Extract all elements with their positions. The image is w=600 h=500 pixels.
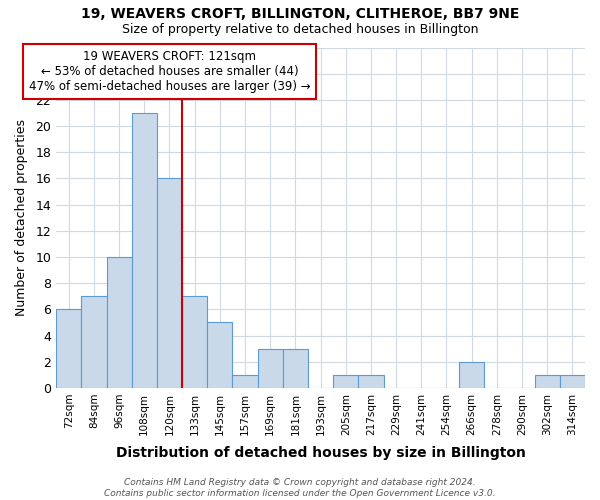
Bar xyxy=(56,310,82,388)
Text: Contains HM Land Registry data © Crown copyright and database right 2024.
Contai: Contains HM Land Registry data © Crown c… xyxy=(104,478,496,498)
Bar xyxy=(257,348,283,388)
Text: 19 WEAVERS CROFT: 121sqm
← 53% of detached houses are smaller (44)
47% of semi-d: 19 WEAVERS CROFT: 121sqm ← 53% of detach… xyxy=(29,50,310,93)
Bar xyxy=(560,375,585,388)
Text: Size of property relative to detached houses in Billington: Size of property relative to detached ho… xyxy=(122,22,478,36)
Bar xyxy=(157,178,182,388)
Text: 19, WEAVERS CROFT, BILLINGTON, CLITHEROE, BB7 9NE: 19, WEAVERS CROFT, BILLINGTON, CLITHEROE… xyxy=(81,8,519,22)
Bar xyxy=(358,375,383,388)
Bar xyxy=(283,348,308,388)
Bar xyxy=(182,296,207,388)
Bar xyxy=(459,362,484,388)
Bar xyxy=(132,113,157,388)
Bar xyxy=(207,322,232,388)
Y-axis label: Number of detached properties: Number of detached properties xyxy=(16,119,28,316)
Bar xyxy=(333,375,358,388)
Bar xyxy=(232,375,257,388)
Bar xyxy=(535,375,560,388)
Bar xyxy=(82,296,107,388)
Bar xyxy=(107,257,132,388)
X-axis label: Distribution of detached houses by size in Billington: Distribution of detached houses by size … xyxy=(116,446,526,460)
